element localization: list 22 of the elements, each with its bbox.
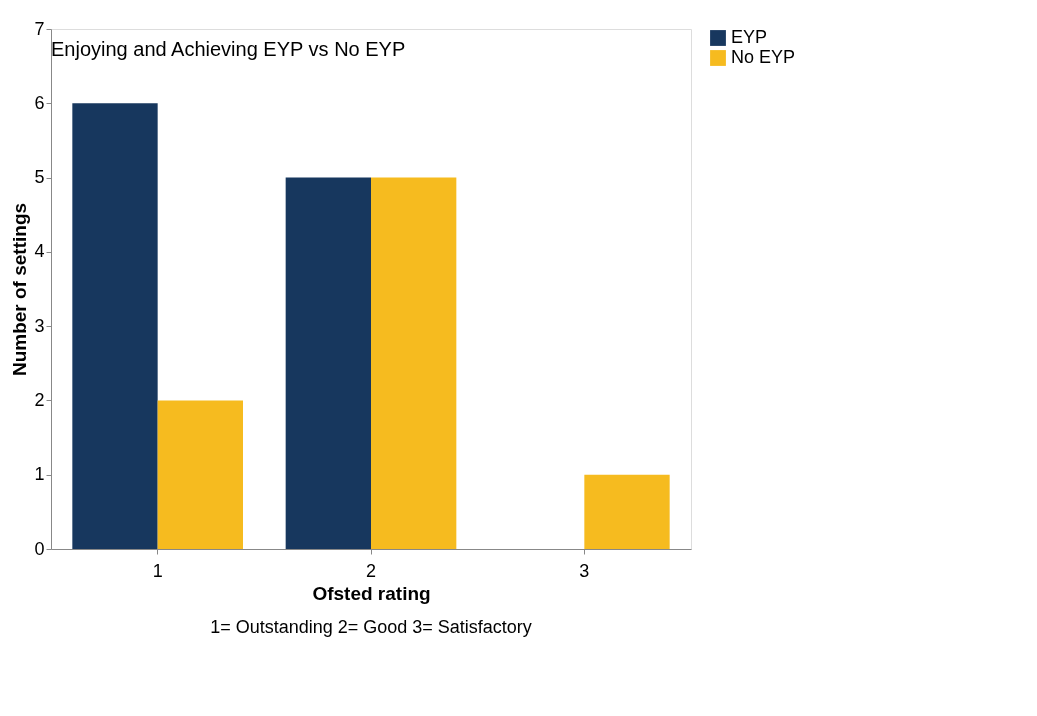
x-tick-label: 1 <box>152 560 163 581</box>
text: 1= Outstanding 2= Good 3= Satisfactory <box>210 617 532 637</box>
x-tick-label: 2 <box>365 560 377 581</box>
y-tick-label: 4 <box>34 241 45 262</box>
y-tick-label: 3 <box>34 315 45 336</box>
bar <box>72 103 158 549</box>
y-axis-title: Number of settings <box>9 202 31 377</box>
x-tick-label: 3 <box>579 560 590 581</box>
y-tick-label: 5 <box>34 167 45 188</box>
bar <box>285 177 371 549</box>
bar <box>157 400 243 549</box>
legend-label: EYP <box>731 27 768 47</box>
y-tick-label: 6 <box>34 92 45 113</box>
y-tick-label: 1 <box>34 464 45 485</box>
y-tick-label: 0 <box>34 538 45 559</box>
x-axis-title: Ofsted rating <box>312 582 431 604</box>
legend-label: No EYP <box>731 47 796 67</box>
bar <box>371 177 457 549</box>
y-tick-label: 7 <box>34 18 45 39</box>
bar <box>584 474 670 549</box>
chart-title: Enjoying and Achieving EYP vs No EYP <box>50 38 406 60</box>
y-tick-label: 2 <box>34 389 45 410</box>
